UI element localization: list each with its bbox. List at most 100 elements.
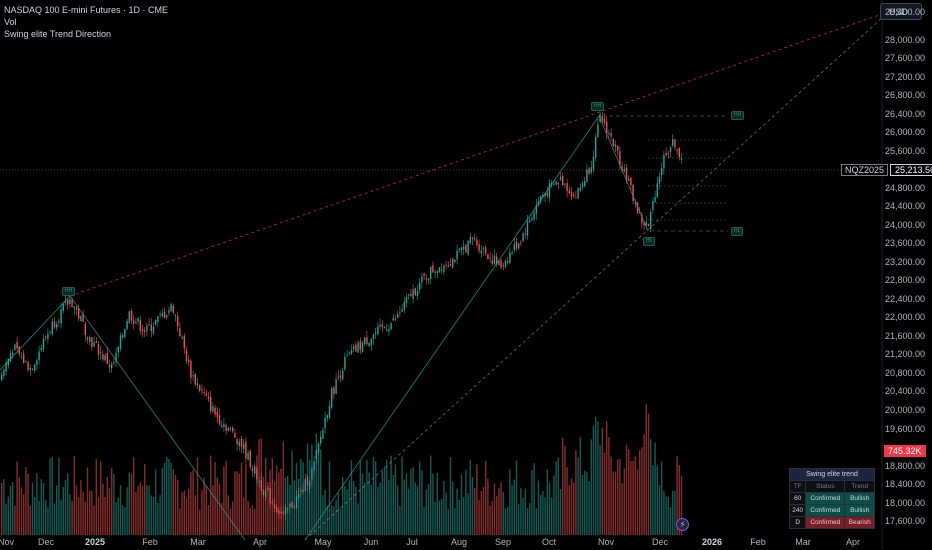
candle-body bbox=[357, 342, 359, 353]
col-status: Status bbox=[805, 480, 846, 493]
candle-body bbox=[346, 354, 348, 356]
volume-bar bbox=[80, 479, 82, 535]
volume-bar bbox=[106, 476, 108, 535]
row-trend: Bullish bbox=[844, 492, 875, 505]
candle-body bbox=[82, 314, 84, 322]
volume-bar bbox=[185, 498, 188, 535]
volume-bar bbox=[5, 503, 7, 535]
candle-body bbox=[317, 443, 320, 452]
candle-body bbox=[520, 242, 522, 244]
volume-bar bbox=[581, 474, 584, 535]
candle-body bbox=[513, 243, 515, 250]
price-tick: 21,600.00 bbox=[885, 331, 926, 341]
volume-bar bbox=[487, 478, 489, 535]
volume-bar bbox=[78, 497, 80, 535]
candle-body bbox=[214, 407, 216, 415]
swing-indicator-label[interactable]: Swing elite Trend Direction bbox=[4, 29, 112, 39]
volume-bar bbox=[584, 470, 586, 535]
candle-body bbox=[174, 315, 177, 317]
swing-label-hh-left: HH bbox=[62, 287, 76, 296]
price-tick: 22,800.00 bbox=[885, 275, 926, 285]
candle-body bbox=[58, 321, 60, 323]
candle-body bbox=[69, 299, 71, 305]
volume-bar bbox=[128, 472, 130, 535]
candle-body bbox=[425, 278, 427, 280]
candle-body bbox=[434, 271, 436, 273]
candle-body bbox=[458, 248, 460, 250]
row-status: Confirmed bbox=[805, 492, 846, 505]
time-tick: 2025 bbox=[84, 537, 106, 547]
volume-bar bbox=[370, 484, 372, 535]
volume-bar bbox=[647, 413, 650, 535]
candle-body bbox=[445, 264, 447, 266]
volume-bar bbox=[179, 508, 181, 535]
candle-body bbox=[179, 328, 181, 337]
volume-bar bbox=[458, 499, 460, 535]
volume-bar bbox=[595, 416, 597, 535]
volume-bar bbox=[511, 484, 513, 535]
volume-bar bbox=[152, 496, 155, 535]
candle-body bbox=[485, 247, 487, 254]
price-tick: 27,200.00 bbox=[885, 72, 926, 82]
candle-body bbox=[379, 324, 381, 327]
volume-bar bbox=[58, 457, 60, 535]
candle-body bbox=[493, 255, 496, 265]
volume-bar bbox=[658, 485, 661, 535]
candle-body bbox=[403, 301, 405, 310]
volume-bar bbox=[320, 449, 322, 535]
volume-bar bbox=[610, 456, 612, 535]
candle-body bbox=[49, 331, 51, 333]
candle-body bbox=[414, 288, 416, 295]
candle-body bbox=[487, 254, 489, 260]
volume-bar bbox=[381, 471, 383, 535]
candle-body bbox=[333, 387, 335, 395]
candle-body bbox=[3, 369, 5, 376]
candle-body bbox=[368, 342, 370, 346]
volume-bar bbox=[394, 464, 397, 535]
candle-body bbox=[416, 291, 419, 296]
candle-body bbox=[146, 325, 148, 331]
candle-body bbox=[207, 396, 210, 399]
price-tick: 24,000.00 bbox=[885, 220, 926, 230]
volume-bar bbox=[513, 479, 515, 535]
candle-body bbox=[392, 318, 394, 321]
volume-bar bbox=[238, 473, 240, 535]
volume-bar bbox=[621, 483, 623, 535]
volume-bar bbox=[401, 456, 403, 535]
candle-body bbox=[192, 375, 194, 377]
swing-label-hh-right: HH bbox=[731, 111, 745, 120]
trend-table-title: Swing elite trend bbox=[789, 468, 875, 481]
volume-bar bbox=[16, 461, 18, 535]
candle-body bbox=[529, 220, 531, 223]
candle-body bbox=[430, 266, 432, 279]
candle-body bbox=[581, 183, 584, 188]
volume-bar bbox=[535, 508, 537, 535]
candle-body bbox=[18, 346, 20, 355]
candle-body bbox=[390, 323, 392, 330]
volume-bar bbox=[491, 501, 493, 535]
volume-bar bbox=[603, 452, 606, 535]
volume-bar bbox=[130, 474, 133, 535]
candle-body bbox=[243, 443, 245, 449]
volume-indicator-label[interactable]: Vol bbox=[4, 17, 17, 27]
candle-body bbox=[227, 428, 229, 432]
candle-body bbox=[641, 215, 643, 224]
currency-button[interactable]: USD bbox=[880, 3, 922, 20]
candle-body bbox=[210, 397, 212, 412]
symbol-title[interactable]: NASDAQ 100 E-mini Futures · 1D · CME bbox=[4, 5, 169, 15]
volume-bar bbox=[361, 473, 364, 535]
lightning-icon[interactable]: ⚡ bbox=[676, 518, 689, 531]
candle-body bbox=[326, 415, 328, 419]
volume-bar bbox=[474, 488, 476, 535]
candle-body bbox=[157, 316, 159, 323]
volume-bar bbox=[438, 500, 441, 535]
candle-body bbox=[412, 289, 414, 299]
candle-body bbox=[339, 375, 342, 378]
time-tick: Sep bbox=[494, 537, 512, 547]
candle-body bbox=[564, 183, 566, 185]
candle-body bbox=[377, 326, 379, 335]
candle-body bbox=[31, 368, 34, 370]
candle-body bbox=[273, 503, 276, 509]
candle-body bbox=[137, 318, 139, 322]
